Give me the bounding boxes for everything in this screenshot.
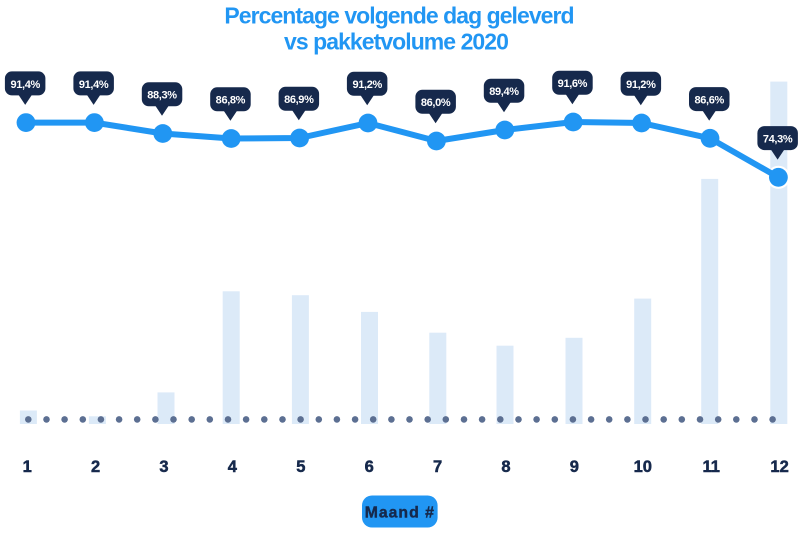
svg-text:8: 8 bbox=[501, 458, 510, 476]
svg-text:88,3%: 88,3% bbox=[147, 90, 177, 102]
svg-text:91,6%: 91,6% bbox=[558, 78, 588, 90]
svg-text:12: 12 bbox=[770, 458, 788, 476]
svg-text:10: 10 bbox=[634, 458, 652, 476]
svg-text:2: 2 bbox=[91, 458, 100, 476]
svg-text:3: 3 bbox=[159, 458, 168, 476]
svg-text:6: 6 bbox=[365, 458, 374, 476]
svg-text:11: 11 bbox=[702, 458, 719, 476]
svg-text:91,4%: 91,4% bbox=[79, 79, 109, 91]
svg-text:86,9%: 86,9% bbox=[284, 94, 314, 106]
svg-text:91,4%: 91,4% bbox=[10, 79, 40, 91]
svg-text:91,2%: 91,2% bbox=[352, 79, 382, 91]
svg-text:74,3%: 74,3% bbox=[763, 134, 793, 146]
svg-text:Maand #: Maand # bbox=[365, 505, 435, 522]
svg-text:vs pakketvolume 2020: vs pakketvolume 2020 bbox=[284, 29, 508, 55]
svg-text:86,8%: 86,8% bbox=[216, 95, 246, 107]
svg-text:86,0%: 86,0% bbox=[421, 97, 451, 109]
svg-text:1: 1 bbox=[23, 458, 32, 476]
svg-text:5: 5 bbox=[296, 458, 305, 476]
svg-text:9: 9 bbox=[570, 458, 579, 476]
svg-text:Percentage volgende dag geleve: Percentage volgende dag geleverd bbox=[224, 3, 573, 29]
svg-text:89,4%: 89,4% bbox=[489, 86, 519, 98]
svg-text:91,2%: 91,2% bbox=[626, 79, 656, 91]
svg-text:7: 7 bbox=[433, 458, 442, 476]
svg-text:86,6%: 86,6% bbox=[694, 95, 724, 107]
svg-text:4: 4 bbox=[228, 458, 238, 476]
